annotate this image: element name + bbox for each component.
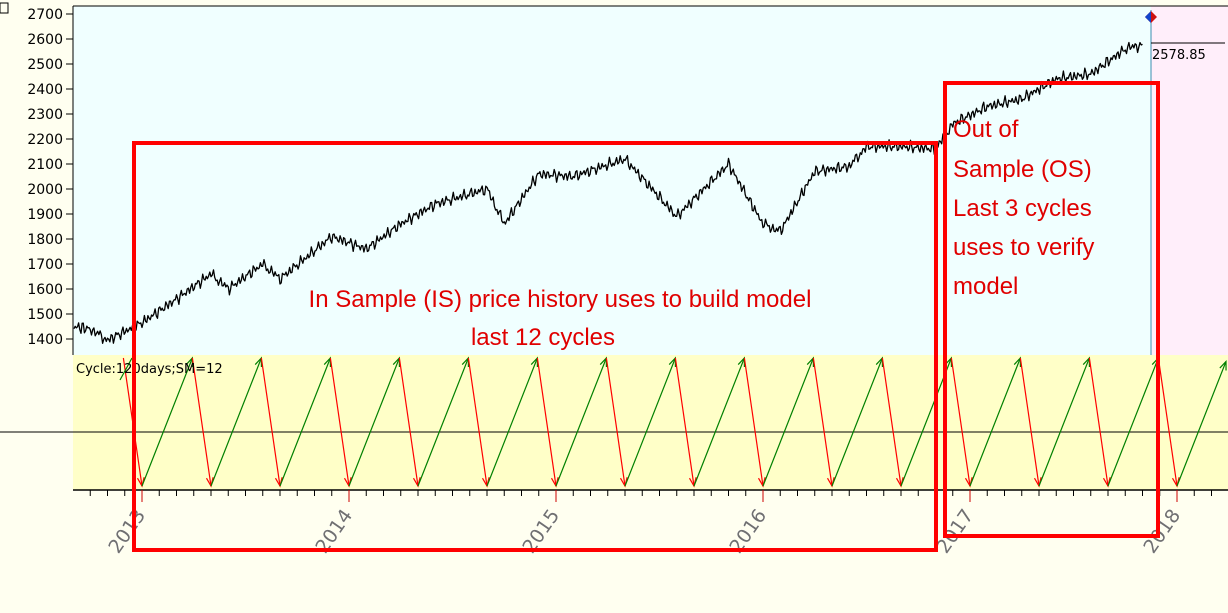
out-sample-caption-line2: Sample (OS) [953,156,1092,183]
up-cycle-arrow [555,357,607,487]
down-cycle-arrow [950,357,971,487]
up-cycle-arrow [141,357,193,487]
out-sample-caption-line1: Out of [953,116,1019,143]
y-tick-label: 2000 [27,182,63,198]
up-cycle-arrow [693,357,745,487]
y-tick-label: 2200 [27,132,63,148]
up-cycle-arrow [969,357,1021,487]
up-cycle-arrow [1107,357,1159,487]
up-cycle-arrow [900,357,952,487]
indicator-label: Cycle:120days;SM=12 [76,362,223,377]
y-tick-label: 2700 [27,7,63,23]
down-cycle-arrow [191,357,212,487]
down-cycle-arrow [398,357,419,487]
up-cycle-arrow [119,357,133,381]
down-cycle-arrow [1157,357,1178,487]
up-cycle-arrow [417,357,469,487]
y-tick-label: 1600 [27,282,63,298]
up-cycle-arrow [762,357,814,487]
in-sample-caption-line2: last 12 cycles [471,324,615,351]
up-cycle-arrow [279,357,331,487]
y-tick-label: 1800 [27,232,63,248]
up-cycle-arrow [1038,357,1090,487]
up-cycle-arrow [624,357,676,487]
down-cycle-arrow [1088,357,1109,487]
up-cycle-arrow [486,357,538,487]
out-sample-caption-line3: Last 3 cycles [953,195,1092,222]
in-sample-box [132,141,938,552]
price-series-line [73,41,1143,344]
latest-marker-half-icon [1145,11,1151,23]
price-panel [73,6,1228,355]
y-tick-label: 1500 [27,307,63,323]
out-sample-caption-line5: model [953,273,1018,300]
y-tick-label: 2500 [27,57,63,73]
forecast-zone [1151,6,1228,355]
up-cycle-arrow [831,357,883,487]
down-cycle-arrow [605,357,626,487]
y-tick-label: 1700 [27,257,63,273]
down-cycle-arrow [743,357,764,487]
out-sample-caption-line4: uses to verify [953,234,1094,261]
up-cycle-arrow [210,357,262,487]
down-cycle-arrow [536,357,557,487]
down-cycle-arrow [881,357,902,487]
down-cycle-arrow [260,357,281,487]
corner-box[interactable] [0,2,9,14]
in-sample-caption-line1: In Sample (IS) price history uses to bui… [309,286,812,313]
x-tick-label: 2017 [932,505,978,557]
y-tick-label: 2400 [27,82,63,98]
down-cycle-arrow [467,357,488,487]
up-cycle-arrowhead [1219,359,1227,371]
down-cycle-arrow [329,357,350,487]
y-tick-label: 2100 [27,157,63,173]
up-cycle-arrow [1176,361,1227,487]
up-cycle-arrow [348,357,400,487]
y-tick-label: 1400 [27,332,63,348]
x-tick-label: 2018 [1139,505,1185,557]
down-cycle-arrow [812,357,833,487]
down-cycle-arrow [1019,357,1040,487]
y-tick-label: 2600 [27,32,63,48]
out-of-sample-box [943,81,1160,538]
last-value-label: 2578.85 [1152,48,1206,63]
down-cycle-arrow [674,357,695,487]
y-tick-label: 2300 [27,107,63,123]
y-tick-label: 1900 [27,207,63,223]
